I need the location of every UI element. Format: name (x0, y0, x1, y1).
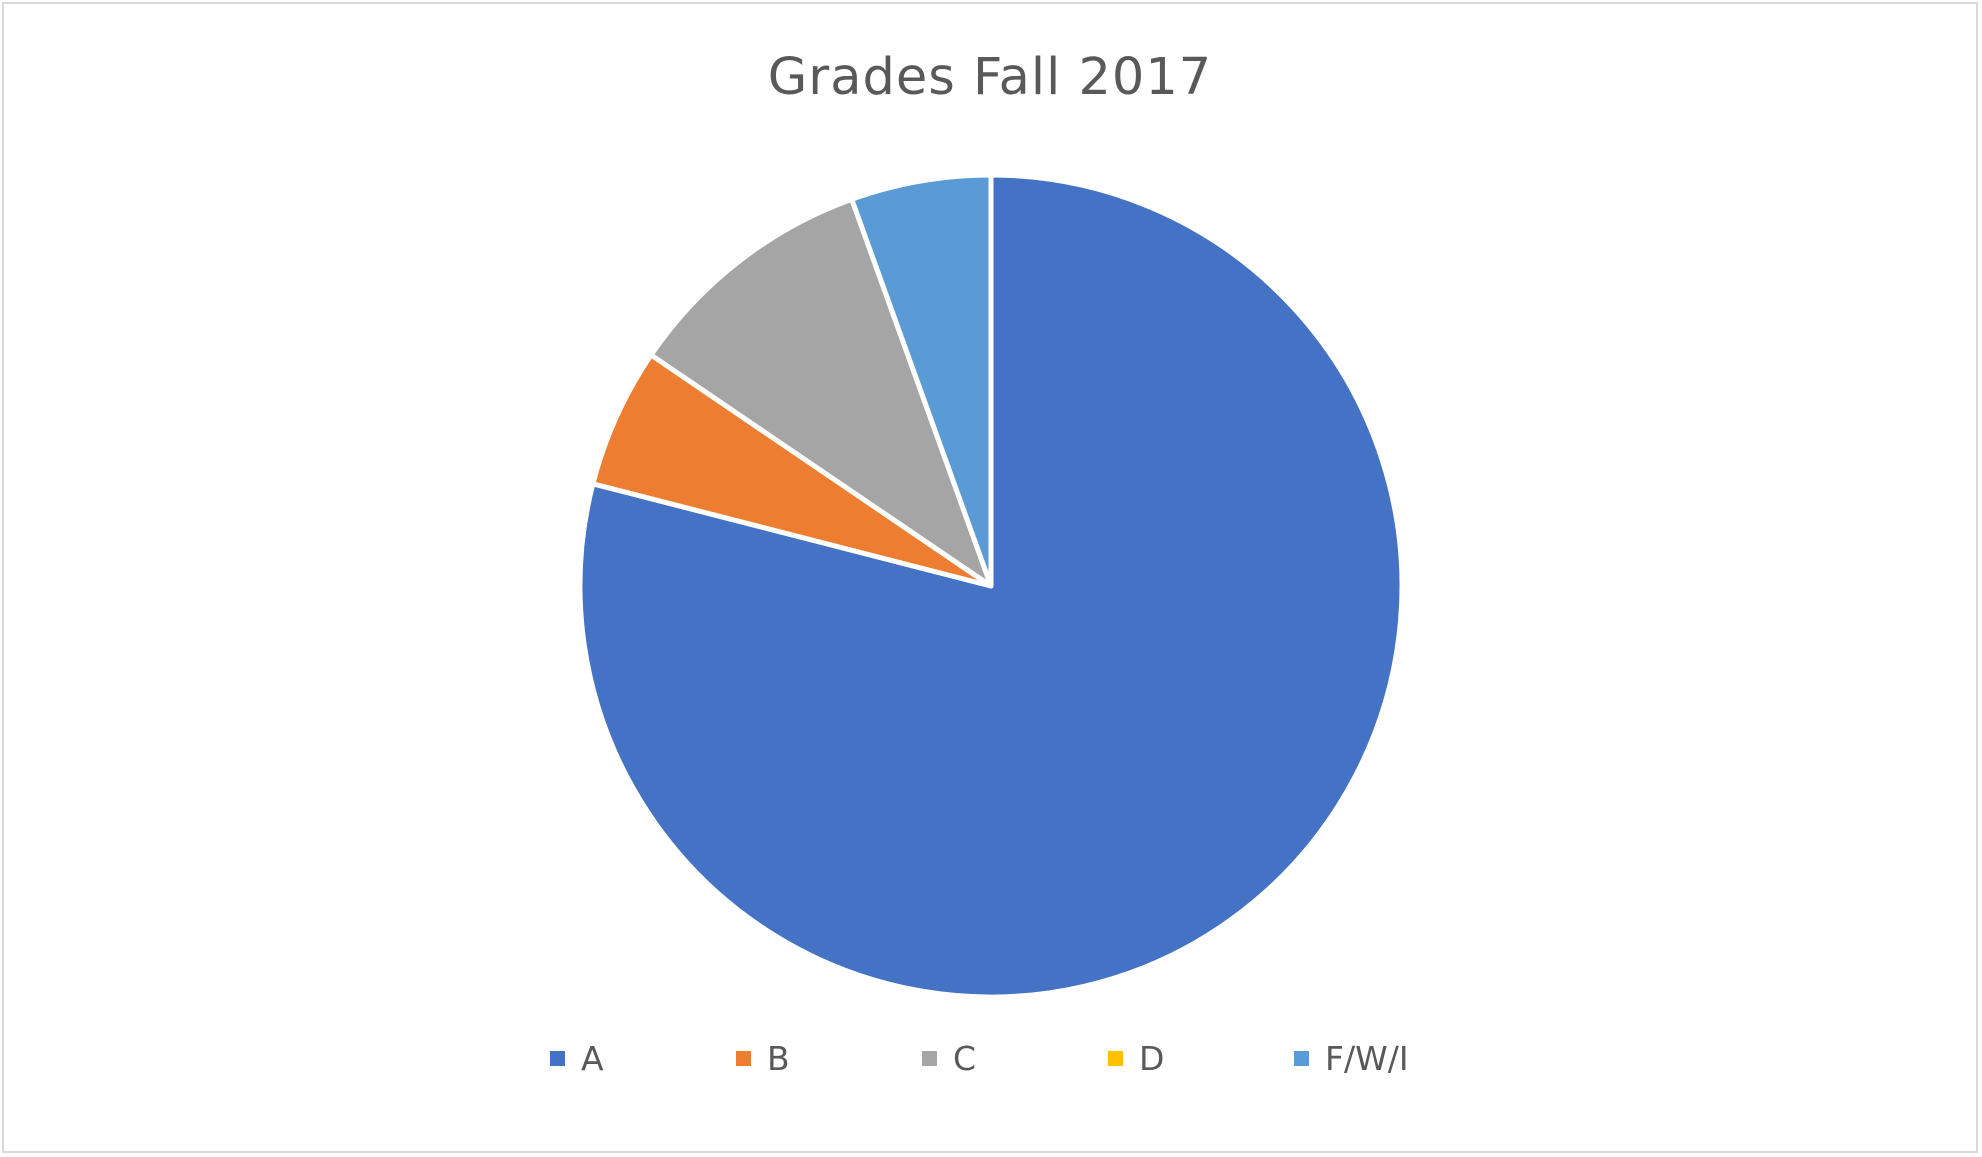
legend-item-b: B (736, 1038, 790, 1078)
legend-label: B (767, 1038, 790, 1078)
chart-title: Grades Fall 2017 (767, 48, 1213, 107)
legend: A B C D F/W/I (0, 1038, 1982, 1078)
legend-item-d: D (1108, 1038, 1165, 1078)
legend-item-c: C (922, 1038, 977, 1078)
pie-slice-a (577, 172, 1405, 1000)
legend-swatch (1294, 1050, 1309, 1066)
legend-label: F/W/I (1325, 1038, 1409, 1078)
legend-swatch (922, 1050, 937, 1066)
legend-label: C (953, 1038, 977, 1078)
pie-slice-c (648, 196, 994, 589)
pie-slice-b (590, 352, 994, 589)
legend-label: A (581, 1038, 604, 1078)
legend-item-f-w-i: F/W/I (1294, 1038, 1409, 1078)
legend-swatch (1108, 1050, 1123, 1066)
pie-slice-f-w-i (849, 172, 994, 589)
legend-label: D (1139, 1038, 1165, 1078)
legend-swatch (736, 1050, 751, 1066)
legend-swatch (550, 1050, 565, 1066)
legend-item-a: A (550, 1038, 604, 1078)
